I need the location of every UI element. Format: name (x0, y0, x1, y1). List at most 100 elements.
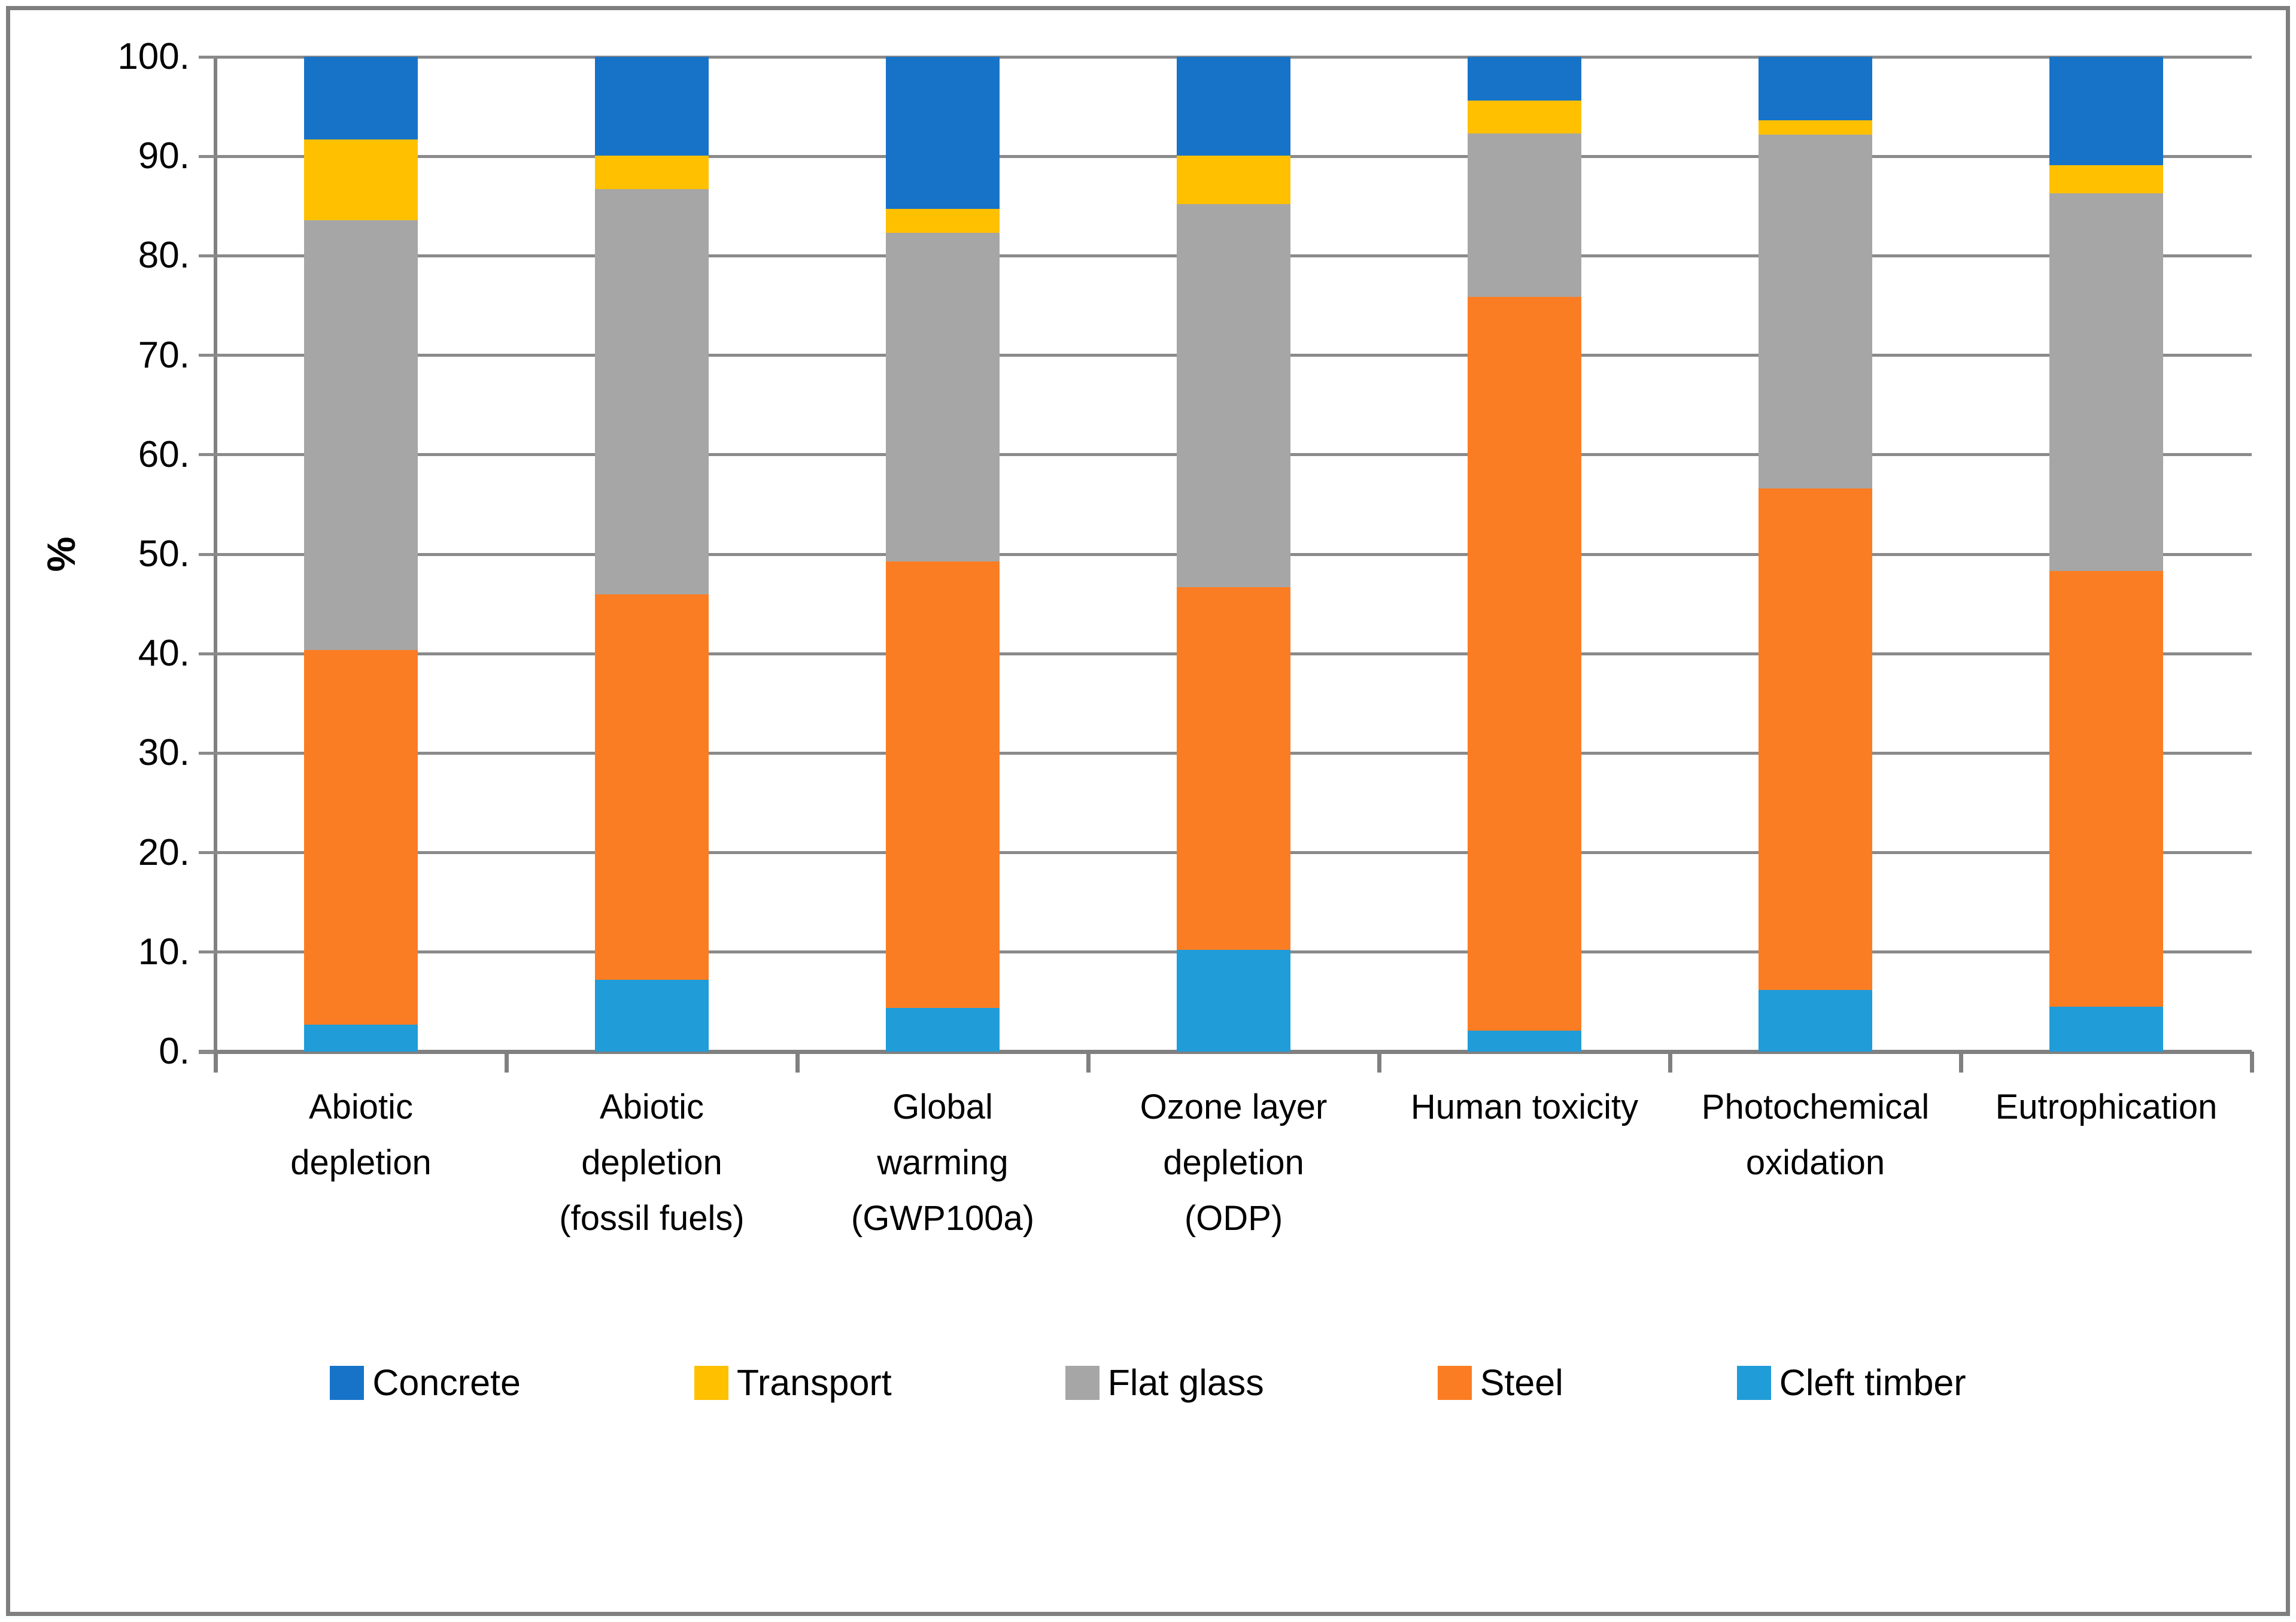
bar-segment-concrete (1759, 57, 1872, 121)
x-axis-label-line: Global (892, 1088, 993, 1126)
legend-swatch-icon (1437, 1365, 1472, 1400)
x-axis-tick (2249, 1052, 2254, 1073)
x-axis-label-line: Abiotic (599, 1088, 704, 1126)
bar-human-toxicity (1468, 57, 1581, 1052)
x-axis-line (199, 1050, 2252, 1054)
legend-swatch-icon (1065, 1365, 1100, 1400)
y-axis-tick-label: 40. (138, 633, 190, 675)
legend-label: Transport (736, 1362, 892, 1403)
bar-segment-concrete (304, 57, 418, 139)
legend-label: Flat glass (1107, 1362, 1264, 1403)
bar-segment-cleft-timber (2049, 1007, 2163, 1052)
x-axis-tick (1668, 1052, 1672, 1073)
y-axis-tick-label: 70. (138, 334, 190, 376)
bar-segment-flat-glass (595, 189, 709, 594)
x-axis-tick (1086, 1052, 1091, 1073)
bar-eutrophication (2049, 57, 2163, 1052)
bar-segment-transport (1177, 155, 1290, 204)
y-axis-tick (199, 354, 215, 357)
y-axis-tick (199, 254, 215, 257)
y-axis-tick (199, 950, 215, 954)
bar-global-warming-gwp100a- (886, 57, 1000, 1052)
y-axis-tick (199, 552, 215, 556)
bar-segment-flat-glass (304, 220, 418, 650)
bar-segment-cleft-timber (1468, 1031, 1581, 1052)
legend-item-concrete: Concrete (330, 1362, 521, 1403)
x-axis-label-line: Human toxicity (1410, 1088, 1639, 1126)
legend-label: Steel (1480, 1362, 1563, 1403)
x-axis-label-line: warming (877, 1143, 1009, 1182)
x-axis-label-line: oxidation (1745, 1143, 1885, 1182)
legend-item-transport: Transport (694, 1362, 892, 1403)
legend-item-steel: Steel (1437, 1362, 1563, 1403)
bar-segment-transport (1468, 101, 1581, 133)
y-axis-tick (199, 55, 215, 59)
bar-segment-transport (595, 155, 709, 190)
x-axis-tick (1377, 1052, 1381, 1073)
bar-segment-flat-glass (1759, 134, 1872, 489)
bar-segment-steel (1759, 488, 1872, 990)
y-axis-tick-label: 90. (138, 135, 190, 177)
y-axis-title: % (39, 536, 83, 572)
y-axis-tick (199, 154, 215, 158)
bar-segment-cleft-timber (304, 1025, 418, 1052)
legend-label: Concrete (372, 1362, 521, 1403)
y-axis-tick-label: 50. (138, 533, 190, 575)
x-axis-label-line: (GWP100a) (851, 1199, 1035, 1238)
y-axis-tick-label: 10. (138, 931, 190, 973)
gridline-100 (215, 55, 2252, 59)
x-axis-label-line: Abiotic (308, 1088, 414, 1126)
y-axis-tick-label: 80. (138, 235, 190, 277)
bar-segment-flat-glass (886, 233, 1000, 561)
bar-segment-concrete (1177, 57, 1290, 156)
x-axis-label-line: Eutrophication (1995, 1088, 2218, 1126)
bar-segment-flat-glass (1468, 133, 1581, 297)
bar-segment-cleft-timber (886, 1007, 1000, 1052)
y-axis-tick (199, 652, 215, 655)
bar-segment-concrete (595, 57, 709, 156)
bar-segment-transport (2049, 165, 2163, 193)
plot-area (199, 55, 2254, 1073)
bar-segment-cleft-timber (595, 980, 709, 1052)
x-axis-label-ozone-layer-depletion-odp-: Ozone layer depletion (ODP) (1088, 1079, 1379, 1246)
x-axis-tick (504, 1052, 509, 1073)
bar-abiotic-depletion-fossil-fuels- (595, 57, 709, 1052)
bar-segment-transport (1759, 120, 1872, 135)
legend-swatch-icon (330, 1365, 365, 1400)
legend-label: Cleft timber (1779, 1362, 1966, 1403)
bar-segment-steel (886, 561, 1000, 1008)
y-axis-tick-label: 30. (138, 732, 190, 774)
x-axis-label-line: (ODP) (1184, 1199, 1283, 1238)
y-axis-tick-label: 60. (138, 433, 190, 475)
x-axis-labels: Abiotic depletion Abiotic depletion (fossil … (215, 1079, 2252, 1246)
x-axis-label-global-warming-gwp100a-: Global warming (GWP100a) (797, 1079, 1088, 1246)
bar-segment-cleft-timber (1759, 989, 1872, 1052)
x-axis-label-line: Photochemical (1701, 1088, 1930, 1126)
bar-segment-concrete (1468, 57, 1581, 101)
y-axis-tick (199, 751, 215, 755)
x-axis-label-eutrophication: Eutrophication (1961, 1079, 2252, 1246)
y-axis-tick (199, 453, 215, 457)
y-axis-tick (199, 851, 215, 855)
legend-item-cleft-timber: Cleft timber (1736, 1362, 1966, 1403)
bar-segment-steel (304, 649, 418, 1025)
chart-frame: 100. 90. 80. 70. 60. 50. 40. 30. 20. 10. 0. % Abio… (6, 6, 2290, 1616)
bar-segment-steel (1468, 296, 1581, 1031)
x-axis-label-line: (fossil fuels) (559, 1199, 745, 1238)
y-axis-line (214, 57, 217, 1073)
legend-item-flat-glass: Flat glass (1065, 1362, 1264, 1403)
bar-segment-flat-glass (1177, 204, 1290, 587)
bar-segment-steel (595, 594, 709, 980)
legend-swatch-icon (1736, 1365, 1771, 1400)
legend: Concrete Transport Flat glass Steel Cleft ti… (10, 1353, 2286, 1413)
x-axis-tick (1958, 1052, 1963, 1073)
bar-segment-cleft-timber (1177, 950, 1290, 1052)
legend-swatch-icon (694, 1365, 728, 1400)
x-axis-label-line: depletion (290, 1143, 432, 1182)
x-axis-label-abiotic-depletion-fossil-fuels-: Abiotic depletion (fossil fuels) (506, 1079, 797, 1246)
bar-abiotic-depletion (304, 57, 418, 1052)
bar-segment-transport (886, 209, 1000, 233)
x-axis-label-abiotic-depletion: Abiotic depletion (215, 1079, 506, 1246)
bar-segment-steel (1177, 587, 1290, 950)
